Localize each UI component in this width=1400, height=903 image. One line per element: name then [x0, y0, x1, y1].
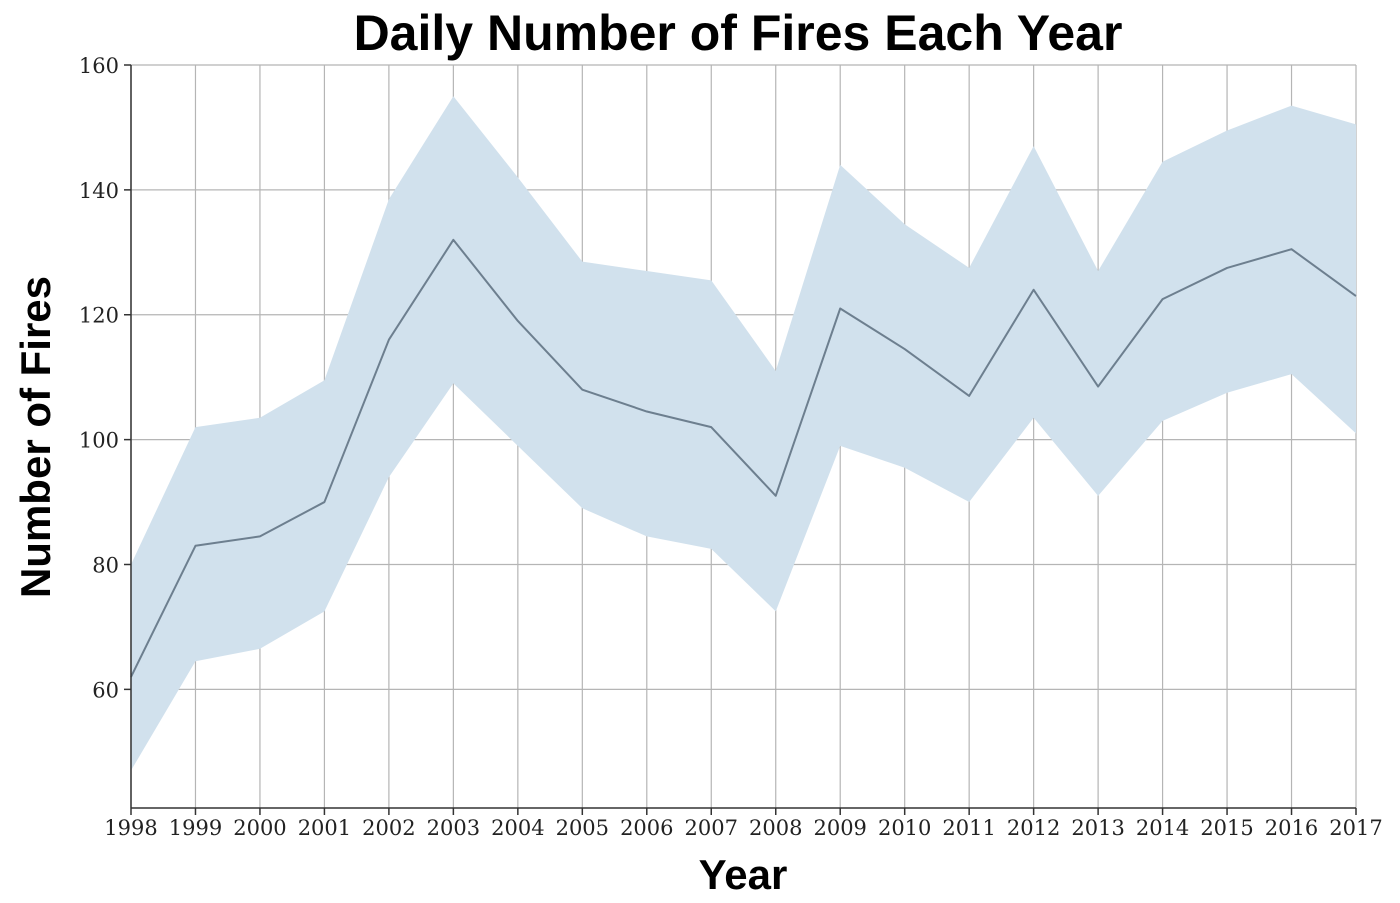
- confidence-band-layer: [131, 96, 1356, 771]
- y-tick-label: 140: [79, 179, 119, 203]
- x-tick-label: 2008: [749, 816, 802, 840]
- x-tick-label: 2006: [620, 816, 673, 840]
- x-tick-label: 2017: [1329, 816, 1382, 840]
- x-tick-label: 2005: [556, 816, 609, 840]
- x-tick-label: 1998: [104, 816, 157, 840]
- x-tick-label: 2016: [1265, 816, 1318, 840]
- x-tick-label: 2001: [298, 816, 351, 840]
- x-tick-label: 2004: [491, 816, 544, 840]
- x-tick-label: 2002: [362, 816, 415, 840]
- x-tick-label: 2010: [878, 816, 931, 840]
- y-tick-label: 160: [79, 54, 119, 78]
- series-line: [130, 238, 1357, 678]
- x-tick-label: 2015: [1200, 816, 1253, 840]
- x-tick-label: 2014: [1136, 816, 1189, 840]
- x-tick-label: 2013: [1071, 816, 1124, 840]
- confidence-band: [131, 96, 1356, 771]
- y-tick-label: 80: [92, 553, 119, 577]
- x-axis-label: Year: [699, 851, 788, 898]
- y-axis-label: Number of Fires: [12, 276, 59, 598]
- x-tick-label: 2011: [942, 816, 995, 840]
- y-tick-label: 120: [79, 304, 119, 328]
- axes: [130, 65, 1356, 809]
- x-axis-ticks: 1998 1999 2000 2001 2002 2003 2004 2005 2006 2007…: [104, 808, 1383, 840]
- x-tick-label: 2003: [427, 816, 480, 840]
- y-tick-label: 100: [79, 429, 119, 453]
- y-axis-ticks: 60 80 100 120 140 160: [79, 54, 131, 702]
- x-tick-label: 2009: [813, 816, 866, 840]
- x-tick-label: 1999: [169, 816, 222, 840]
- chart-title: Daily Number of Fires Each Year: [354, 5, 1123, 61]
- x-tick-label: 2012: [1007, 816, 1060, 840]
- y-tick-label: 60: [92, 678, 119, 702]
- x-tick-label: 2000: [233, 816, 286, 840]
- x-tick-label: 2007: [685, 816, 738, 840]
- series-line-layer: [130, 238, 1357, 678]
